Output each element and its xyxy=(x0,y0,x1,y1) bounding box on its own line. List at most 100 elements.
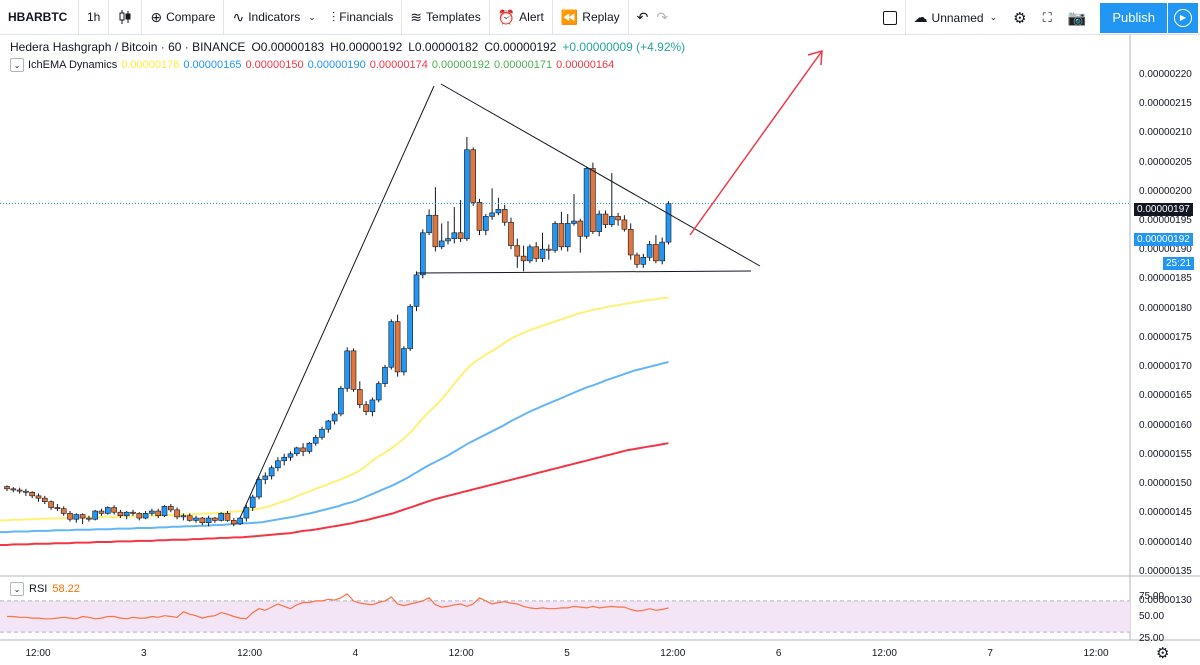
indicators-button[interactable]: ∿ Indicators ⌄ xyxy=(224,0,323,35)
candle-body xyxy=(558,223,565,248)
candle xyxy=(319,426,325,440)
time-tick-label: 12:00 xyxy=(237,648,263,659)
candle-body xyxy=(501,209,508,223)
candle xyxy=(545,244,552,260)
candle xyxy=(325,419,332,433)
candle-body xyxy=(419,232,426,276)
drawings[interactable] xyxy=(0,49,1130,519)
time-tick-label: 12:00 xyxy=(871,648,897,659)
candle-body xyxy=(111,507,117,513)
rsi-tick-label: 25.00 xyxy=(1139,633,1165,641)
candle xyxy=(16,487,23,494)
candle xyxy=(527,244,533,264)
candle xyxy=(571,194,577,226)
candle xyxy=(615,212,621,226)
replay-button[interactable]: ⏪ Replay xyxy=(553,0,628,35)
compare-button[interactable]: ⊕ Compare xyxy=(142,0,223,35)
rsi-line xyxy=(7,593,669,620)
chart-background xyxy=(0,35,1200,665)
candle-body xyxy=(262,475,269,480)
alert-button[interactable]: ⏰ Alert xyxy=(490,0,552,35)
candle-body xyxy=(281,456,288,462)
candle-body xyxy=(653,244,659,262)
replay-label: Replay xyxy=(582,10,620,24)
chart-grid xyxy=(0,35,1200,665)
symbol-search[interactable]: HBARBTC xyxy=(8,10,68,24)
candle xyxy=(577,218,584,253)
time-tick-label: 7 xyxy=(987,648,993,659)
price-tag: 0.00000197 xyxy=(1134,203,1193,217)
price-tick-label: 0.00000170 xyxy=(1139,361,1192,373)
chart-type-button[interactable] xyxy=(109,0,141,35)
chart-canvas[interactable] xyxy=(0,35,1200,665)
candle xyxy=(501,204,508,226)
candle-body xyxy=(224,513,231,521)
candle-body xyxy=(394,321,401,373)
chevron-down-icon: ⌄ xyxy=(308,11,316,22)
candles xyxy=(4,136,672,527)
undo-icon: ↶ xyxy=(636,8,649,25)
price-tick-label: 0.00000155 xyxy=(1139,448,1192,460)
candle xyxy=(350,348,357,392)
candle xyxy=(338,385,344,417)
layout-menu-button[interactable]: ☁ Unnamed ⌄ xyxy=(906,0,1006,35)
candle xyxy=(369,397,376,417)
candle-body xyxy=(142,513,149,519)
fullscreen-button[interactable]: ⛶ xyxy=(1035,0,1060,35)
fullscreen-layout-toggle[interactable] xyxy=(875,0,905,35)
candle xyxy=(495,197,502,216)
price-tick-label: 0.00000215 xyxy=(1139,98,1192,110)
publish-button[interactable]: Publish xyxy=(1100,2,1167,33)
chevron-down-icon: ⌄ xyxy=(13,60,21,70)
price-tick-label: 0.00000220 xyxy=(1139,68,1192,80)
snapshot-button[interactable]: 📷 xyxy=(1060,0,1095,35)
candle-body xyxy=(48,501,54,508)
price-tick-label: 0.00000160 xyxy=(1139,419,1192,431)
candle xyxy=(262,472,269,485)
candle-body xyxy=(193,517,199,521)
candle-body xyxy=(564,223,571,248)
candle xyxy=(413,271,420,312)
financials-button[interactable]: ⫶ Financials xyxy=(324,0,402,35)
collapse-button[interactable]: ⌄ xyxy=(10,582,24,596)
candles-icon xyxy=(119,10,131,24)
interval-button[interactable]: 1h xyxy=(87,10,101,24)
rsi-name[interactable]: RSI xyxy=(29,583,48,595)
undo-button[interactable]: ↶ xyxy=(629,0,657,35)
candle-body xyxy=(590,168,596,232)
candle-body xyxy=(60,508,67,514)
toolbar-divider xyxy=(108,0,110,35)
candle-body xyxy=(256,479,262,498)
candle-body xyxy=(665,203,672,243)
candle xyxy=(268,465,275,480)
collapse-button[interactable]: ⌄ xyxy=(10,58,24,72)
candle xyxy=(54,504,61,512)
candle-body xyxy=(401,348,407,373)
candle-body xyxy=(470,149,477,203)
candle xyxy=(539,232,546,262)
candle-body xyxy=(92,510,98,520)
indicator-name[interactable]: IchEMA Dynamics xyxy=(28,59,118,71)
candle-body xyxy=(514,245,521,257)
play-button[interactable]: ▶ xyxy=(1168,2,1198,33)
candle xyxy=(634,252,640,268)
candle-body xyxy=(325,420,332,430)
alarm-clock-icon: ⏰ xyxy=(497,8,516,25)
candle-body xyxy=(105,507,111,514)
candle xyxy=(482,214,489,236)
candle-body xyxy=(527,246,533,262)
redo-button[interactable]: ↷ xyxy=(656,0,676,35)
candle xyxy=(193,515,199,523)
indicator-value-7: 0.00000164 xyxy=(556,59,615,71)
candle-body xyxy=(571,220,577,224)
templates-button[interactable]: ≋ Templates xyxy=(402,0,488,35)
toolbar-divider xyxy=(141,0,143,35)
candle xyxy=(388,319,395,370)
candle xyxy=(394,314,401,377)
time-axis-settings[interactable]: ⚙ xyxy=(1156,644,1169,662)
candle xyxy=(117,509,124,519)
price-tick-label: 0.00000145 xyxy=(1139,507,1192,519)
candle xyxy=(552,221,558,253)
top-toolbar: HBARBTC 1h ⊕ Compare ∿ Indicators ⌄ ⫶ Fi… xyxy=(0,0,1200,35)
settings-button[interactable]: ⚙ xyxy=(1005,0,1034,35)
